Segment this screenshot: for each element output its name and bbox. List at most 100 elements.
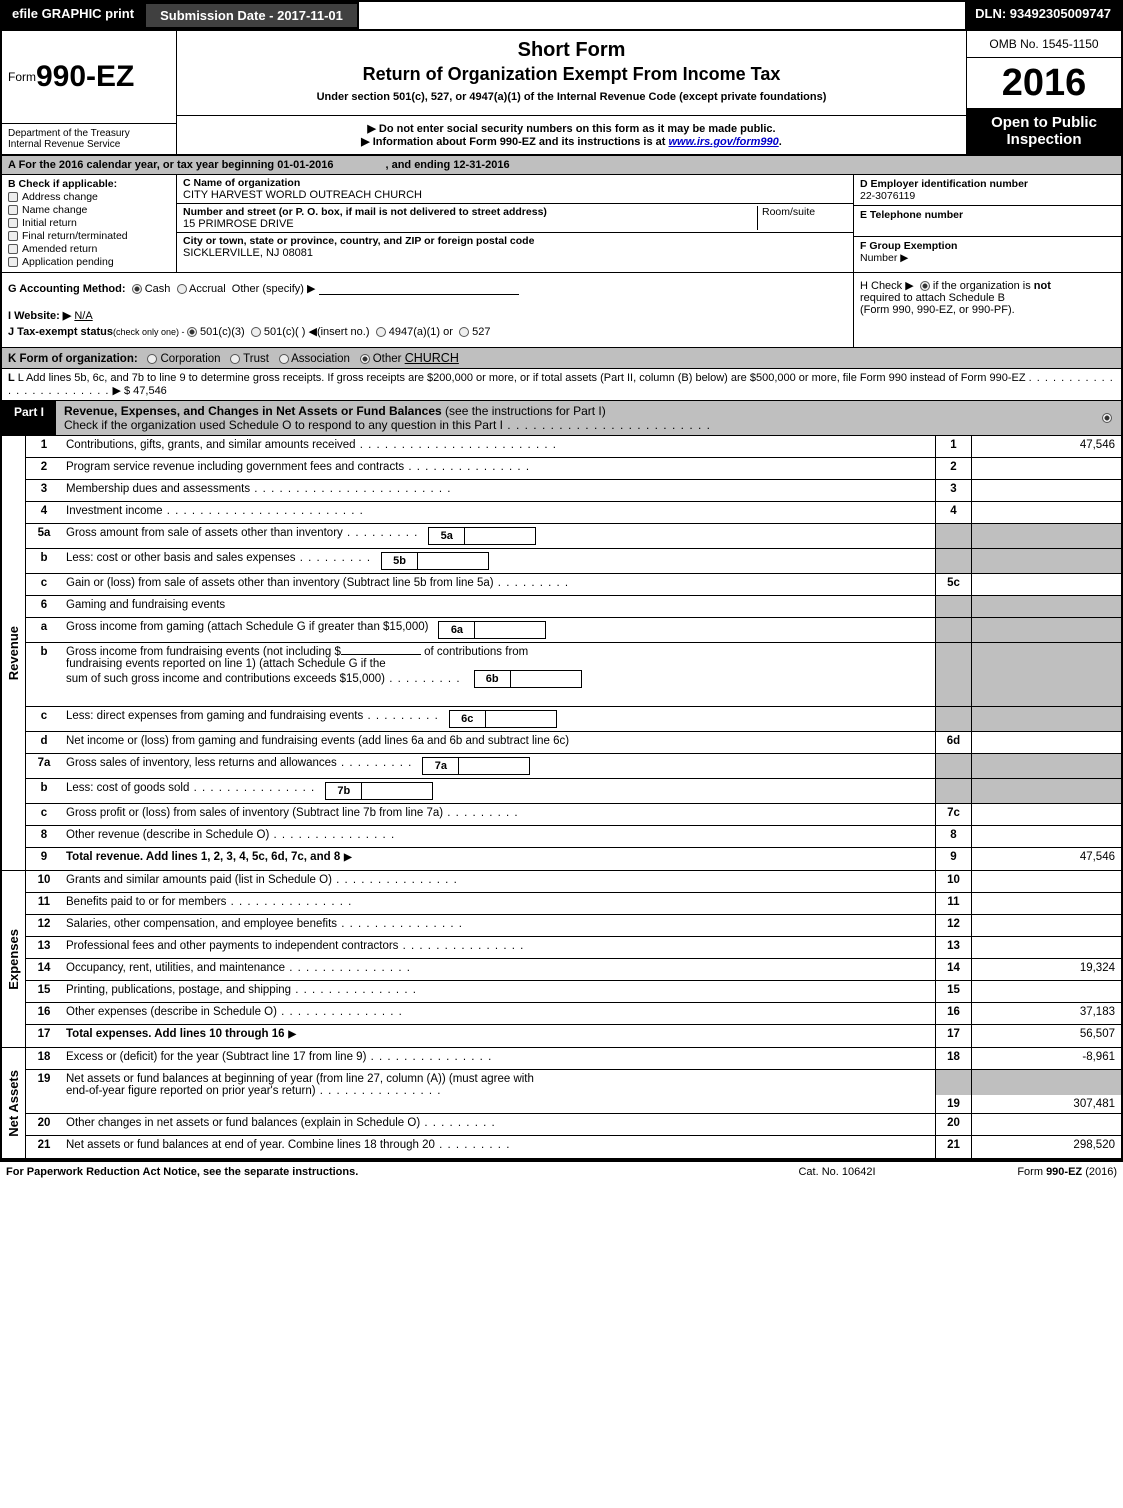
e-tel-label: E Telephone number bbox=[860, 209, 1115, 221]
ln-text-rest: Add lines 1, 2, 3, 4, 5c, 6d, 7c, and 8 bbox=[146, 851, 340, 863]
chk-application-pending[interactable]: Application pending bbox=[8, 256, 170, 268]
ln-val-shade bbox=[971, 524, 1121, 548]
line-2: 2 Program service revenue including gove… bbox=[26, 458, 1121, 480]
ln-box: 15 bbox=[935, 981, 971, 1002]
ln-text: Other revenue (describe in Schedule O) bbox=[66, 829, 395, 841]
ln-text: Gaming and fundraising events bbox=[66, 599, 225, 611]
ln-desc: Membership dues and assessments bbox=[62, 480, 935, 501]
ln-box: 17 bbox=[935, 1025, 971, 1047]
t4: sum of such gross income and contributio… bbox=[66, 673, 461, 685]
tax-year: 2016 bbox=[967, 58, 1121, 108]
sb-val bbox=[465, 528, 535, 544]
ln-box: 21 bbox=[935, 1136, 971, 1158]
ln-box: 8 bbox=[935, 826, 971, 847]
radio-icon[interactable] bbox=[132, 284, 142, 294]
ln-val-shade bbox=[971, 618, 1121, 642]
chk-initial-return[interactable]: Initial return bbox=[8, 217, 170, 229]
ln-box: 11 bbox=[935, 893, 971, 914]
line-6b: b Gross income from fundraising events (… bbox=[26, 643, 1121, 707]
g-line: G Accounting Method: Cash Accrual Other … bbox=[8, 282, 847, 295]
l-arrow: ▶ $ 47,546 bbox=[112, 385, 166, 397]
checkbox-icon bbox=[8, 257, 18, 267]
chk-label: Name change bbox=[22, 204, 87, 216]
radio-icon[interactable] bbox=[279, 354, 289, 364]
chk-name-change[interactable]: Name change bbox=[8, 204, 170, 216]
ln-desc: Less: cost or other basis and sales expe… bbox=[62, 549, 935, 573]
d-ein-value: 22-3076119 bbox=[860, 190, 1115, 202]
radio-icon[interactable] bbox=[376, 327, 386, 337]
checkbox-icon bbox=[8, 244, 18, 254]
radio-icon[interactable] bbox=[360, 354, 370, 364]
d-ein-row: D Employer identification number 22-3076… bbox=[854, 175, 1121, 206]
ln-no: 19 bbox=[26, 1070, 62, 1113]
e-tel-value bbox=[860, 221, 1115, 233]
ln-text-b: Total revenue. bbox=[66, 851, 143, 863]
line-15: 15 Printing, publications, postage, and … bbox=[26, 981, 1121, 1003]
line-8: 8 Other revenue (describe in Schedule O)… bbox=[26, 826, 1121, 848]
ln-no: 11 bbox=[26, 893, 62, 914]
radio-icon[interactable] bbox=[459, 327, 469, 337]
netassets-section: Net Assets 18 Excess or (deficit) for th… bbox=[2, 1048, 1121, 1160]
ln-no: a bbox=[26, 618, 62, 642]
ln-text: Program service revenue including govern… bbox=[66, 461, 530, 473]
small-box-7a: 7a bbox=[422, 757, 530, 775]
ln-val bbox=[971, 732, 1121, 753]
open-line1: Open to Public bbox=[969, 114, 1119, 131]
ln-no: c bbox=[26, 574, 62, 595]
g-other: Other (specify) ▶ bbox=[232, 283, 316, 295]
ln-desc: Total expenses. Add lines 10 through 16 bbox=[62, 1025, 935, 1047]
k-assoc: Association bbox=[291, 353, 350, 365]
ln-box: 3 bbox=[935, 480, 971, 501]
sb-val bbox=[459, 758, 529, 774]
ln-text: Benefits paid to or for members bbox=[66, 896, 352, 908]
radio-icon[interactable] bbox=[920, 281, 930, 291]
k-label: K Form of organization: bbox=[8, 353, 138, 365]
blank-line[interactable] bbox=[341, 654, 421, 655]
chk-label: Address change bbox=[22, 191, 98, 203]
ln-desc: Benefits paid to or for members bbox=[62, 893, 935, 914]
ln-desc: Gross profit or (loss) from sales of inv… bbox=[62, 804, 935, 825]
radio-icon[interactable] bbox=[1102, 413, 1112, 423]
dln-label: DLN: 93492305009747 bbox=[965, 2, 1121, 29]
ln-no: 4 bbox=[26, 502, 62, 523]
ln-text: Gross profit or (loss) from sales of inv… bbox=[66, 807, 519, 819]
chk-amended-return[interactable]: Amended return bbox=[8, 243, 170, 255]
g-other-line[interactable] bbox=[319, 294, 519, 295]
irs-link[interactable]: www.irs.gov/form990 bbox=[669, 136, 779, 148]
line-18: 18 Excess or (deficit) for the year (Sub… bbox=[26, 1048, 1121, 1070]
small-box-6a: 6a bbox=[438, 621, 546, 639]
ln-no: b bbox=[26, 643, 62, 706]
t2: of contributions from bbox=[424, 646, 528, 658]
ln-text: Membership dues and assessments bbox=[66, 483, 451, 495]
c-city-label: City or town, state or province, country… bbox=[183, 235, 847, 247]
ln-no: 12 bbox=[26, 915, 62, 936]
ln-val bbox=[971, 937, 1121, 958]
dots-arrow-icon bbox=[285, 1028, 297, 1040]
chk-final-return[interactable]: Final return/terminated bbox=[8, 230, 170, 242]
i-value: N/A bbox=[74, 310, 92, 322]
radio-icon[interactable] bbox=[230, 354, 240, 364]
ln-no: c bbox=[26, 707, 62, 731]
i-line: I Website: ▶ N/A bbox=[8, 309, 847, 322]
notice-ssn: ▶ Do not enter social security numbers o… bbox=[187, 122, 956, 135]
ln-box: 16 bbox=[935, 1003, 971, 1024]
line-5c: c Gain or (loss) from sale of assets oth… bbox=[26, 574, 1121, 596]
ln-val: 47,546 bbox=[971, 848, 1121, 870]
ln-val-shade bbox=[971, 779, 1121, 803]
sb-label: 6b bbox=[475, 671, 511, 687]
sb-label: 6c bbox=[450, 711, 486, 727]
radio-icon[interactable] bbox=[251, 327, 261, 337]
radio-icon[interactable] bbox=[177, 284, 187, 294]
ln-no: b bbox=[26, 549, 62, 573]
ghi-block: G Accounting Method: Cash Accrual Other … bbox=[2, 273, 1121, 348]
radio-icon[interactable] bbox=[187, 327, 197, 337]
ln-no: 15 bbox=[26, 981, 62, 1002]
chk-address-change[interactable]: Address change bbox=[8, 191, 170, 203]
ln-desc: Occupancy, rent, utilities, and maintena… bbox=[62, 959, 935, 980]
radio-icon[interactable] bbox=[147, 354, 157, 364]
ln-text: Net income or (loss) from gaming and fun… bbox=[66, 735, 569, 747]
line-7b: b Less: cost of goods sold 7b bbox=[26, 779, 1121, 804]
line-21: 21 Net assets or fund balances at end of… bbox=[26, 1136, 1121, 1158]
col-d: D Employer identification number 22-3076… bbox=[853, 175, 1121, 272]
t1: Gross income from fundraising events (no… bbox=[66, 646, 341, 658]
